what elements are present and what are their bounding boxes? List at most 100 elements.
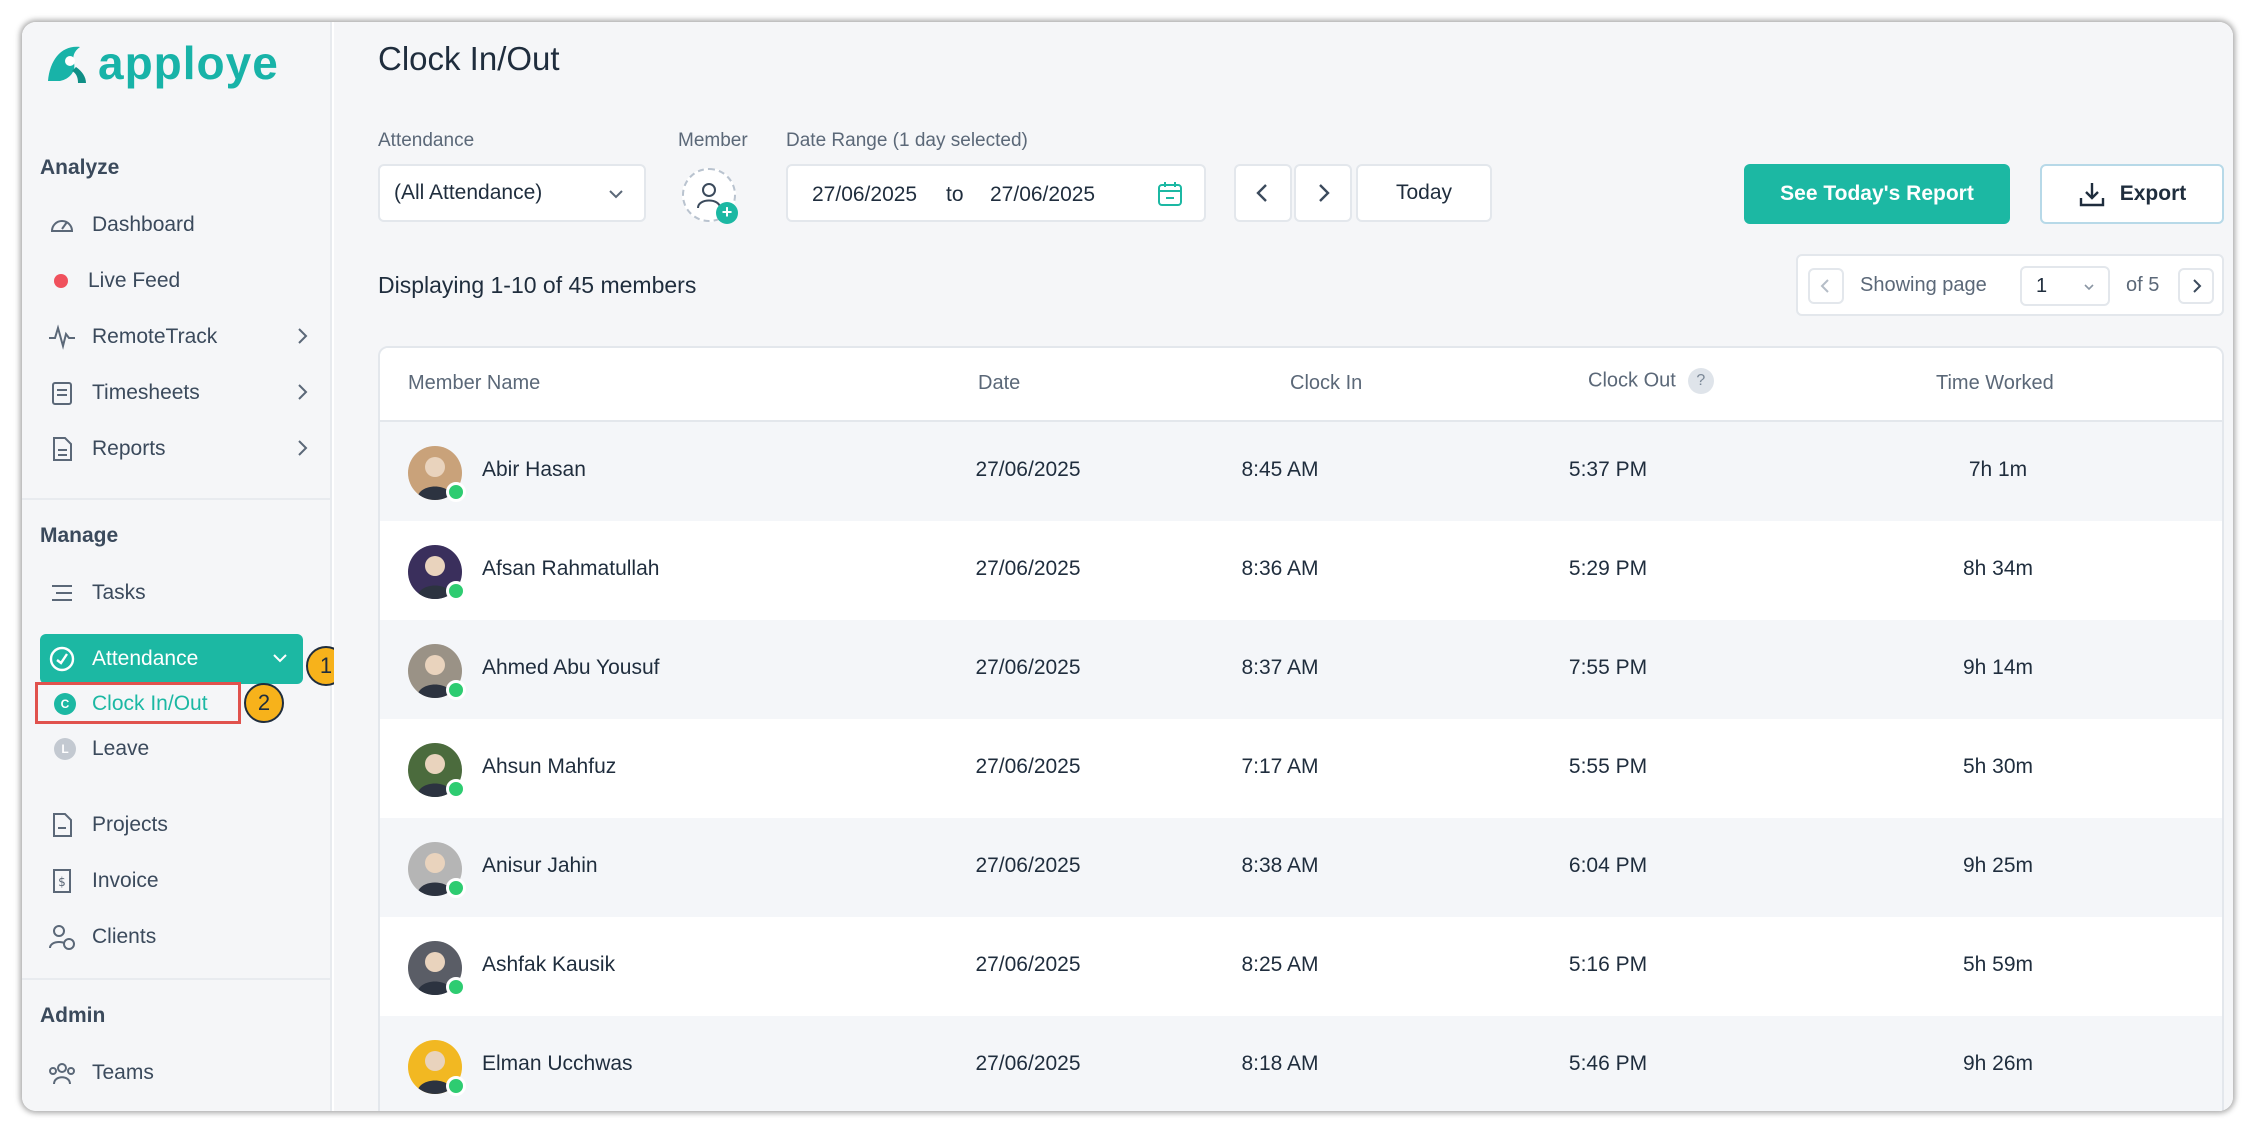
next-page-button[interactable]	[2178, 268, 2214, 304]
column-header-date[interactable]: Date	[978, 372, 1021, 394]
clock-in-cell: 8:18 AM	[1241, 1052, 1319, 1075]
online-status-icon	[446, 977, 466, 997]
display-count: Displaying 1-10 of 45 members	[378, 272, 697, 298]
sidebar-item-label: Tasks	[92, 581, 146, 604]
member-filter-label: Member	[678, 130, 748, 151]
logo-text: apploye	[98, 37, 279, 89]
avatar-person-icon	[417, 754, 453, 797]
member-name[interactable]: Afsan Rahmatullah	[482, 557, 660, 580]
clock-in-cell: 8:25 AM	[1241, 953, 1319, 976]
avatar-person-icon	[417, 457, 453, 500]
clock-in-cell: 8:38 AM	[1241, 854, 1319, 877]
time-worked-cell: 9h 25m	[1962, 854, 2034, 877]
date-range-picker[interactable]: 27/06/2025 to 27/06/2025	[786, 164, 1206, 222]
sidebar-divider	[22, 498, 332, 500]
page-select[interactable]: 1	[2020, 266, 2110, 306]
column-header-time-worked[interactable]: Time Worked	[1936, 372, 2054, 394]
invoice-icon: $	[48, 867, 76, 895]
table-header: Member Name Date Clock In Clock Out? Tim…	[380, 348, 2222, 422]
clock-in-cell: 8:37 AM	[1241, 656, 1319, 679]
sidebar-item-live-feed[interactable]: Live Feed	[40, 256, 325, 306]
sidebar-item-tasks[interactable]: Tasks	[40, 568, 325, 618]
member-name[interactable]: Ashfak Kausik	[482, 953, 616, 976]
prev-page-button[interactable]	[1808, 268, 1844, 304]
table-row[interactable]: Anisur Jahin 27/06/2025 8:38 AM 6:04 PM 9h 2…	[380, 818, 2222, 917]
sidebar-item-invoice[interactable]: $ Invoice	[40, 856, 325, 906]
date-cell: 27/06/2025	[975, 1052, 1081, 1075]
clock-in-cell: 7:17 AM	[1241, 755, 1319, 778]
main-content: Clock In/Out Attendance Member Date Rang…	[334, 22, 2233, 1111]
sidebar-item-label: Invoice	[92, 869, 159, 892]
sidebar-item-attendance[interactable]: Attendance	[40, 634, 303, 684]
member-name[interactable]: Ahmed Abu Yousuf	[482, 656, 660, 679]
sidebar-item-label: Live Feed	[88, 269, 181, 292]
sidebar-item-label: Teams	[92, 1061, 154, 1084]
sidebar-item-timesheets[interactable]: Timesheets	[40, 368, 325, 418]
chevron-right-icon	[1319, 184, 1330, 202]
sidebar-item-projects[interactable]: Projects	[40, 800, 325, 850]
member-select-button[interactable]: +	[682, 168, 738, 224]
page-select-value: 1	[2036, 274, 2048, 297]
svg-text:$: $	[58, 875, 66, 889]
section-analyze: Analyze	[40, 156, 120, 179]
clock-out-cell: 5:29 PM	[1568, 557, 1648, 580]
report-icon	[48, 435, 76, 463]
logo[interactable]: apploye	[40, 36, 279, 90]
table-row[interactable]: Ashfak Kausik 27/06/2025 8:25 AM 5:16 PM 5h …	[380, 917, 2222, 1016]
pulse-icon	[48, 323, 76, 351]
sidebar-item-reports[interactable]: Reports	[40, 424, 325, 474]
attendance-select[interactable]: (All Attendance)	[378, 164, 646, 222]
sidebar-item-dashboard[interactable]: Dashboard	[40, 200, 325, 250]
table-row[interactable]: Afsan Rahmatullah 27/06/2025 8:36 AM 5:29 P…	[380, 521, 2222, 620]
sidebar-item-label: Reports	[92, 437, 166, 460]
column-header-label: Clock Out	[1588, 369, 1676, 392]
sidebar-item-teams[interactable]: Teams	[40, 1048, 325, 1098]
column-header-clock-in[interactable]: Clock In	[1290, 372, 1363, 394]
column-header-clock-out[interactable]: Clock Out?	[1588, 368, 1714, 394]
table-row[interactable]: Elman Ucchwas 27/06/2025 8:18 AM 5:46 PM 9h …	[380, 1016, 2222, 1111]
time-worked-cell: 9h 14m	[1962, 656, 2034, 679]
clock-out-cell: 5:37 PM	[1568, 458, 1648, 481]
avatar-person-icon	[417, 1051, 453, 1094]
previous-day-button[interactable]	[1234, 164, 1292, 222]
table-row[interactable]: Ahsun Mahfuz 27/06/2025 7:17 AM 5:55 PM 5h 3…	[380, 719, 2222, 818]
export-label: Export	[2119, 182, 2187, 205]
next-day-button[interactable]	[1294, 164, 1352, 222]
help-icon[interactable]: ?	[1687, 368, 1714, 394]
table-row[interactable]: Ahmed Abu Yousuf 27/06/2025 8:37 AM 7:55 PM…	[380, 620, 2222, 719]
clock-out-cell: 7:55 PM	[1568, 656, 1648, 679]
online-status-icon	[446, 581, 466, 601]
calendar-icon[interactable]	[1156, 180, 1184, 208]
table-row[interactable]: Abir Hasan 27/06/2025 8:45 AM 5:37 PM 7h 1m	[380, 422, 2222, 521]
sidebar-subitem-clock-in-out[interactable]: C Clock In/Out	[40, 684, 208, 724]
sidebar-subitem-leave[interactable]: L Leave	[40, 729, 149, 769]
export-button[interactable]: Export	[2040, 164, 2224, 224]
annotation-highlight-box	[35, 682, 241, 724]
member-name[interactable]: Elman Ucchwas	[482, 1052, 633, 1075]
teams-icon	[48, 1059, 76, 1087]
member-name[interactable]: Ahsun Mahfuz	[482, 755, 617, 778]
avatar	[408, 743, 462, 797]
page-total-label: of 5	[2126, 274, 2160, 296]
today-button[interactable]: Today	[1356, 164, 1492, 222]
section-admin: Admin	[40, 1004, 106, 1027]
member-name[interactable]: Abir Hasan	[482, 458, 586, 481]
clock-out-cell: 5:55 PM	[1568, 755, 1648, 778]
sidebar-item-label: Clients	[92, 925, 157, 948]
clients-icon	[48, 923, 76, 951]
sidebar-item-label: Timesheets	[92, 381, 200, 404]
chevron-right-icon	[298, 440, 308, 456]
sidebar-item-remotetrack[interactable]: RemoteTrack	[40, 312, 325, 362]
download-icon	[2079, 183, 2104, 207]
sidebar-item-clients[interactable]: Clients	[40, 912, 325, 962]
member-name[interactable]: Anisur Jahin	[482, 854, 598, 877]
date-cell: 27/06/2025	[975, 656, 1081, 679]
sidebar-item-label: Dashboard	[92, 213, 195, 236]
time-worked-cell: 5h 59m	[1962, 953, 2034, 976]
column-header-member-name[interactable]: Member Name	[408, 372, 541, 394]
attendance-table: Member Name Date Clock In Clock Out? Tim…	[378, 346, 2224, 1111]
clock-in-cell: 8:45 AM	[1241, 458, 1319, 481]
see-todays-report-button[interactable]: See Today's Report	[1744, 164, 2010, 224]
time-worked-cell: 9h 26m	[1962, 1052, 2034, 1075]
pagination: Showing page 1 of 5	[1796, 254, 2224, 316]
